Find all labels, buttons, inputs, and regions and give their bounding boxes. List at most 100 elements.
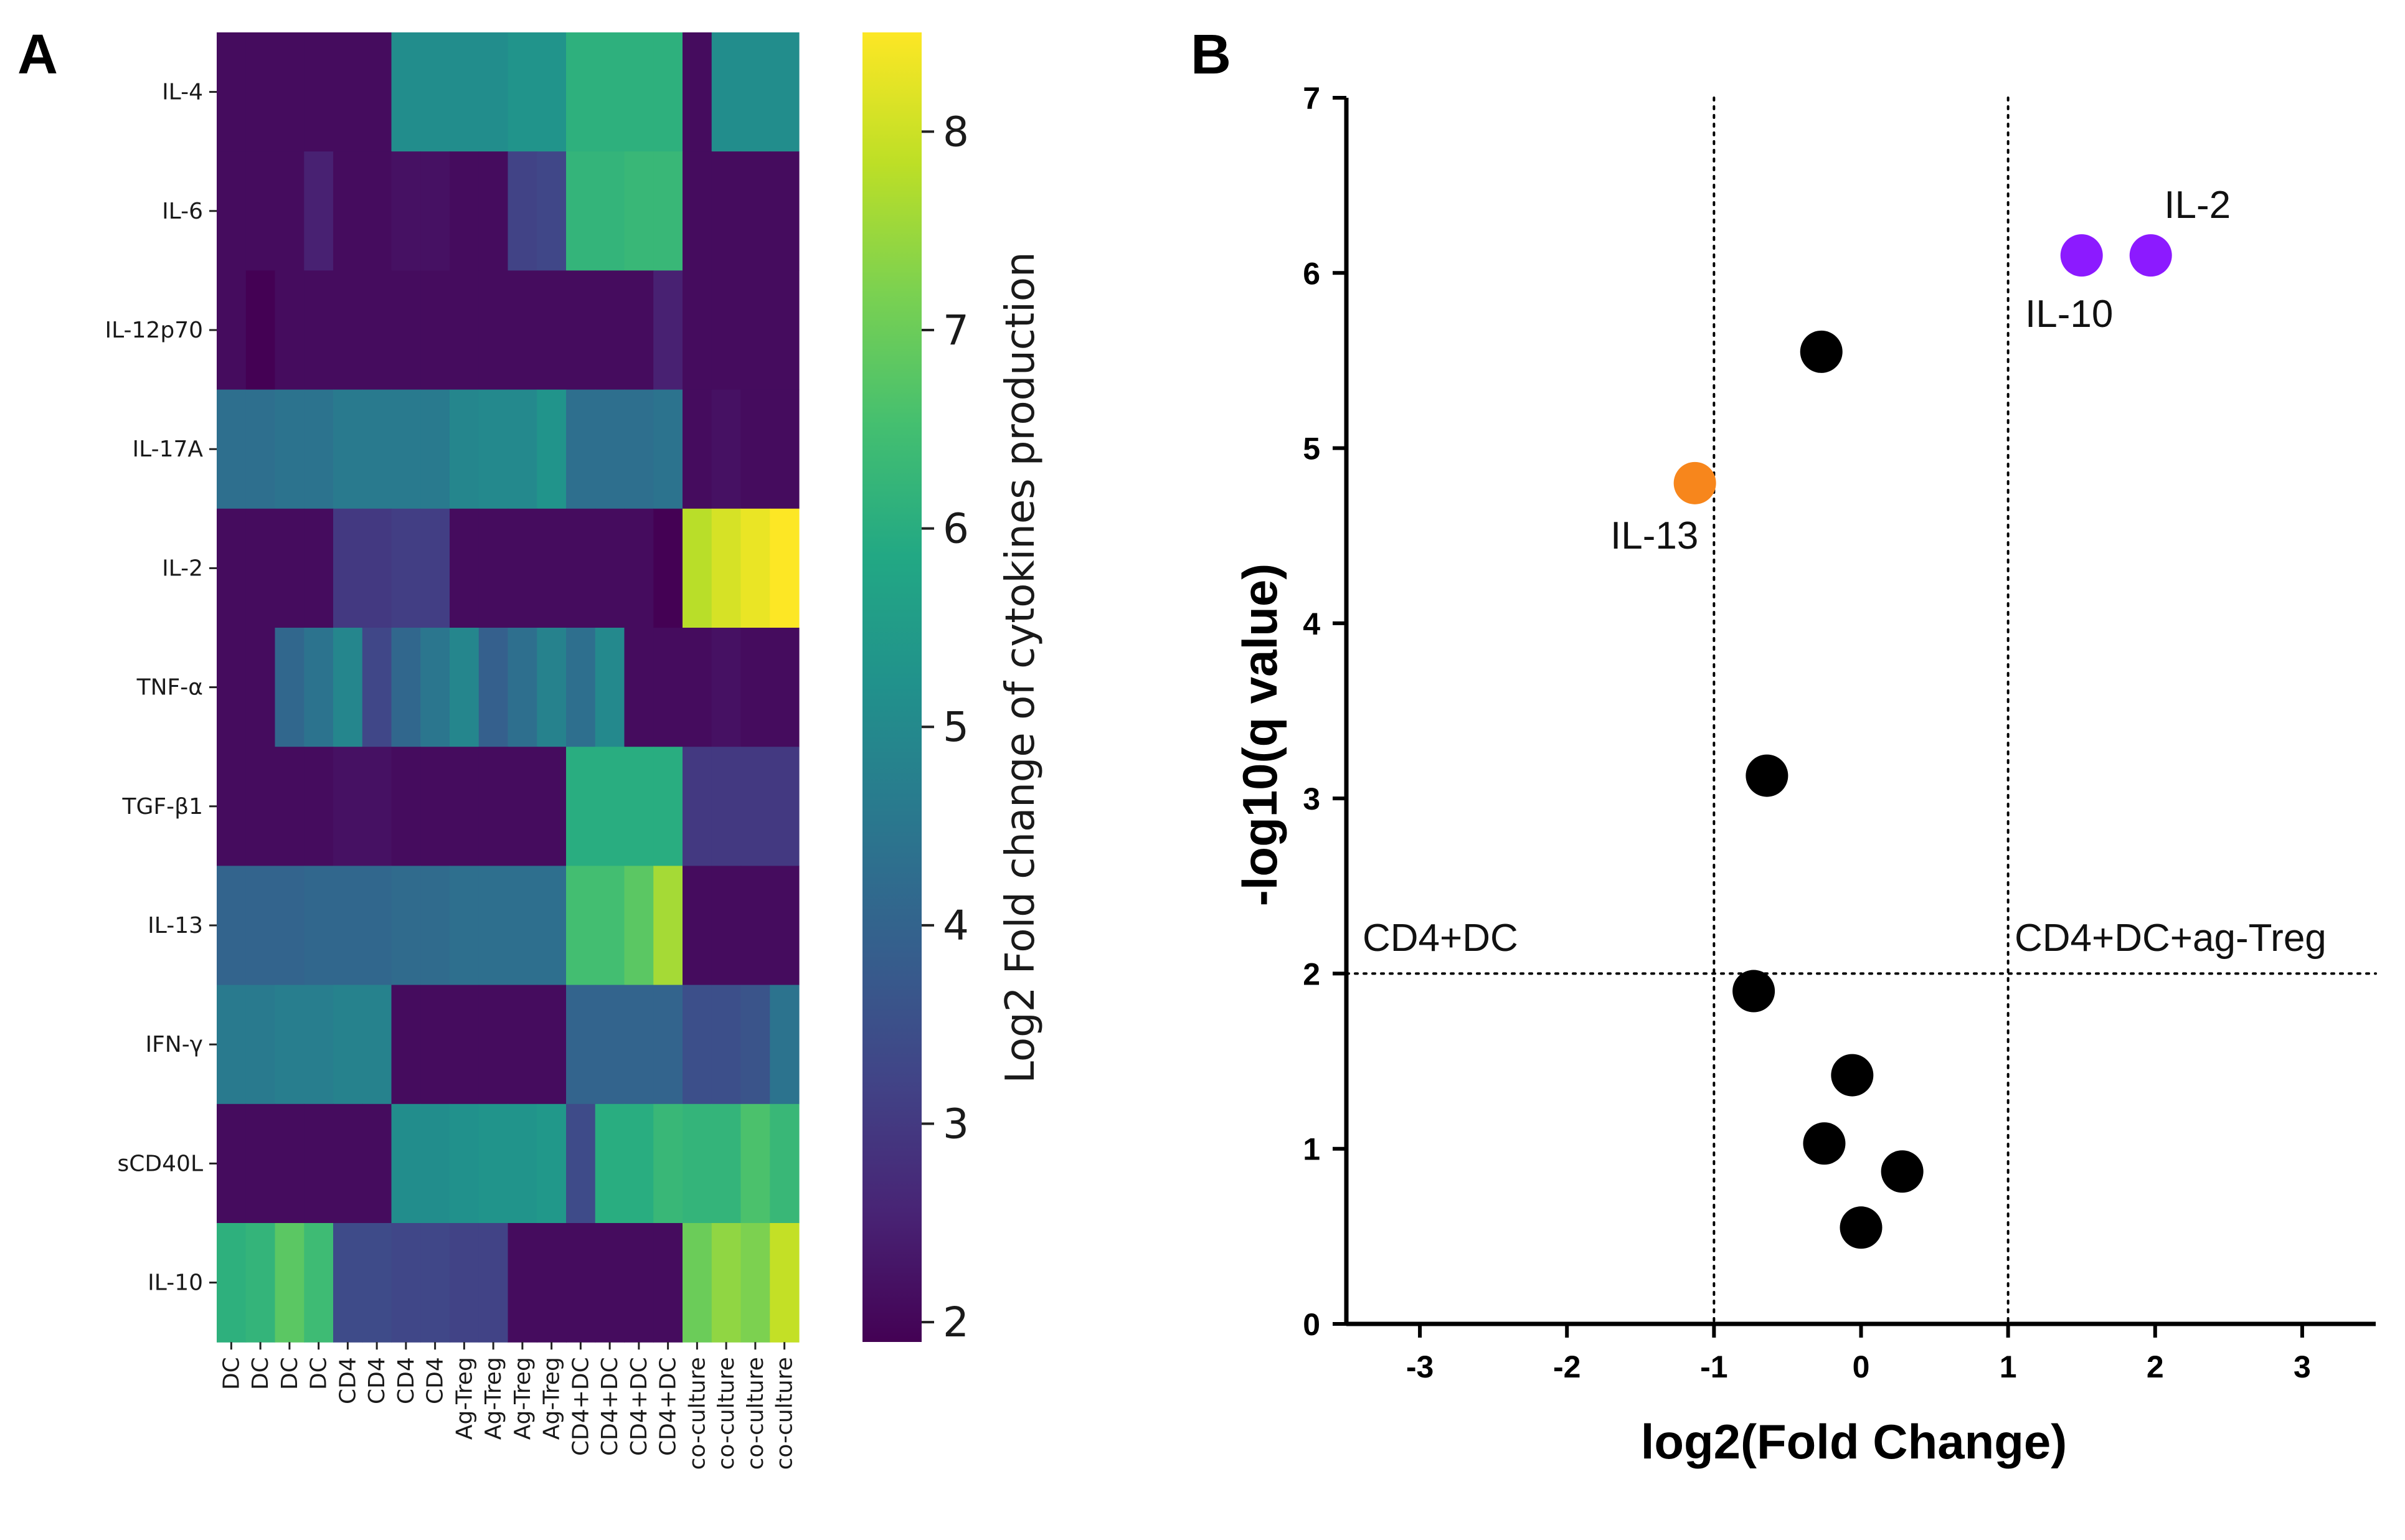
heatmap-cell [304, 747, 334, 866]
heatmap-cell [478, 389, 509, 509]
heatmap-cell [624, 151, 654, 271]
heatmap-cell [740, 985, 770, 1105]
heatmap-cell [653, 1223, 683, 1343]
heatmap-cell [566, 747, 596, 866]
heatmap-column-labels: DC DC DC DC CD4 CD4 CD4 CD4 Ag-Treg Ag-Treg Ag-Tre… [219, 1342, 798, 1470]
heatmap-row-label-il-17a: IL-17A [133, 437, 204, 462]
heatmap-cell [245, 866, 276, 986]
heatmap-cell [217, 985, 247, 1105]
heatmap-column-label: co-culture [743, 1357, 768, 1470]
heatmap-cell [624, 628, 654, 747]
heatmap-cell [770, 508, 800, 628]
heatmap-cell [362, 389, 392, 509]
heatmap-cell [566, 985, 596, 1105]
heatmap-cell [653, 628, 683, 747]
heatmap-cell [566, 32, 596, 152]
heatmap-cell [275, 270, 305, 390]
heatmap-cell [275, 1223, 305, 1343]
heatmap-cell [275, 32, 305, 152]
heatmap-cell [420, 151, 450, 271]
heatmap-cell [537, 747, 567, 866]
heatmap-cell [595, 1103, 625, 1224]
heatmap-column-label: CD4+DC [568, 1357, 593, 1456]
heatmap-cell [683, 1223, 712, 1343]
heatmap-cell [711, 270, 742, 390]
heatmap-cell [595, 985, 625, 1105]
heatmap-cell [683, 628, 712, 747]
heatmap-cell [450, 985, 480, 1105]
heatmap-cell [333, 1103, 363, 1224]
heatmap-cell [624, 866, 654, 986]
heatmap-cell [450, 1223, 480, 1343]
heatmap-cell [450, 270, 480, 390]
volcano-point-il-10 [2060, 234, 2103, 277]
heatmap-cell [537, 985, 567, 1105]
heatmap-cell [653, 985, 683, 1105]
heatmap-cell [275, 389, 305, 509]
heatmap-cell [304, 628, 334, 747]
heatmap-row-label-tnf: TNF-α [136, 675, 203, 701]
heatmap-cell [653, 32, 683, 152]
heatmap-column-label: CD4+DC [626, 1357, 652, 1456]
colorbar-label: Log2 Fold change of cytokines production [998, 252, 1044, 1083]
heatmap-cell [508, 32, 537, 152]
heatmap-cell [217, 32, 247, 152]
heatmap-cell [566, 508, 596, 628]
heatmap-cell [478, 1223, 509, 1343]
heatmap-row-label-il-6: IL-6 [162, 199, 203, 224]
heatmap-cell [683, 151, 712, 271]
heatmap-column-label: co-culture [684, 1357, 710, 1470]
heatmap-cell [245, 508, 276, 628]
heatmap-column-label: CD4 [335, 1357, 361, 1404]
heatmap-cell [245, 270, 276, 390]
heatmap-column-label: CD4 [423, 1357, 448, 1404]
colorbar-tick-label: 6 [943, 505, 969, 553]
heatmap-cell [478, 151, 509, 271]
heatmap-cell [770, 985, 800, 1105]
heatmap-cell [304, 270, 334, 390]
heatmap-cell [304, 985, 334, 1105]
heatmap-cell [275, 1103, 305, 1224]
heatmap-cell [420, 508, 450, 628]
colorbar [862, 32, 922, 1342]
heatmap-cell [245, 389, 276, 509]
heatmap-cell [508, 389, 537, 509]
heatmap-cell [245, 1223, 276, 1343]
volcano-x-tick-label: 2 [2147, 1349, 2164, 1384]
heatmap-cell [362, 151, 392, 271]
heatmap-cell [304, 151, 334, 271]
heatmap-cell [362, 985, 392, 1105]
heatmap-column-label: CD4 [394, 1357, 419, 1404]
heatmap-cell [740, 151, 770, 271]
heatmap-cell [770, 866, 800, 986]
heatmap-cell [217, 628, 247, 747]
heatmap-cell [362, 1103, 392, 1224]
heatmap-cell [420, 985, 450, 1105]
volcano-point [1881, 1150, 1924, 1193]
heatmap-cell [478, 32, 509, 152]
heatmap-cell [391, 151, 421, 271]
volcano-x-tick-label: -1 [1700, 1349, 1727, 1384]
heatmap-cell [740, 628, 770, 747]
heatmap-cell [740, 1103, 770, 1224]
heatmap-cell [508, 151, 537, 271]
heatmap-cell [624, 747, 654, 866]
heatmap-cell [537, 270, 567, 390]
heatmap-cell [537, 628, 567, 747]
heatmap-cell [566, 1223, 596, 1343]
volcano-point [1732, 970, 1775, 1013]
heatmap-cell [478, 508, 509, 628]
heatmap-cell [740, 270, 770, 390]
heatmap-cell [624, 985, 654, 1105]
heatmap-cell [537, 1103, 567, 1224]
heatmap-cell [508, 1103, 537, 1224]
volcano-y-tick-label: 7 [1303, 81, 1320, 116]
heatmap-cell [740, 866, 770, 986]
heatmap-cell [217, 389, 247, 509]
heatmap-cell [711, 985, 742, 1105]
heatmap-cell [711, 1103, 742, 1224]
heatmap-cell [595, 747, 625, 866]
heatmap-cell [566, 1103, 596, 1224]
heatmap-cell [333, 1223, 363, 1343]
heatmap-cell [683, 32, 712, 152]
